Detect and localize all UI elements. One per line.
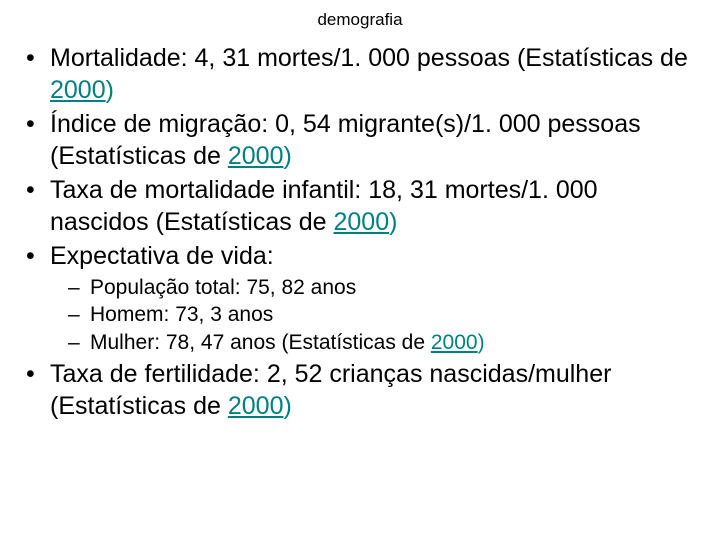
slide-title: demografia — [20, 10, 700, 30]
mortality-label: Mortalidade: — [50, 44, 188, 72]
list-item: Taxa de mortalidade infantil: 18, 31 mor… — [20, 174, 700, 238]
close-paren: ) — [283, 392, 291, 420]
fertility-value: 2, 52 crianças nascidas/mulher — [267, 360, 612, 388]
stats-prefix: (Estatísticas de — [156, 208, 334, 236]
list-item: Expectativa de vida: População total: 75… — [20, 240, 700, 356]
sub-list-item: Homem: 73, 3 anos — [68, 301, 700, 328]
close-paren: ) — [389, 208, 397, 236]
list-item: Mortalidade: 4, 31 mortes/1. 000 pessoas… — [20, 42, 700, 106]
mortality-value: 4, 31 mortes/1. 000 pessoas — [195, 44, 510, 72]
life-expectancy-label: Expectativa de vida: — [50, 242, 274, 270]
female-value: 78, 47 anos — [166, 331, 276, 354]
year-link[interactable]: 2000 — [228, 142, 284, 170]
sub-list: População total: 75, 82 anos Homem: 73, … — [50, 274, 700, 356]
female-label: Mulher: — [90, 331, 160, 354]
close-paren: ) — [283, 142, 291, 170]
total-pop-label: População total: — [90, 276, 241, 299]
year-link[interactable]: 2000 — [333, 208, 389, 236]
list-item: Taxa de fertilidade: 2, 52 crianças nasc… — [20, 358, 700, 422]
male-label: Homem: — [90, 303, 169, 326]
fertility-label: Taxa de fertilidade: — [50, 360, 260, 388]
stats-prefix: (Estatísticas de — [281, 331, 430, 354]
bullet-list: Mortalidade: 4, 31 mortes/1. 000 pessoas… — [20, 42, 700, 422]
close-paren: ) — [106, 76, 114, 104]
sub-list-item: Mulher: 78, 47 anos (Estatísticas de 200… — [68, 329, 700, 356]
infant-mortality-label: Taxa de mortalidade infantil: — [50, 176, 361, 204]
migration-value: 0, 54 migrante(s)/1. 000 pessoas — [275, 110, 640, 138]
male-value: 73, 3 anos — [175, 303, 273, 326]
stats-prefix: (Estatísticas de — [50, 142, 228, 170]
sub-list-item: População total: 75, 82 anos — [68, 274, 700, 301]
migration-label: Índice de migração: — [50, 110, 268, 138]
year-link[interactable]: 2000 — [431, 331, 478, 354]
year-link[interactable]: 2000 — [50, 76, 106, 104]
total-pop-value: 75, 82 anos — [246, 276, 356, 299]
year-link[interactable]: 2000 — [228, 392, 284, 420]
stats-prefix: (Estatísticas de — [517, 44, 688, 72]
stats-prefix: (Estatísticas de — [50, 392, 228, 420]
close-paren: ) — [478, 331, 485, 354]
list-item: Índice de migração: 0, 54 migrante(s)/1.… — [20, 108, 700, 172]
